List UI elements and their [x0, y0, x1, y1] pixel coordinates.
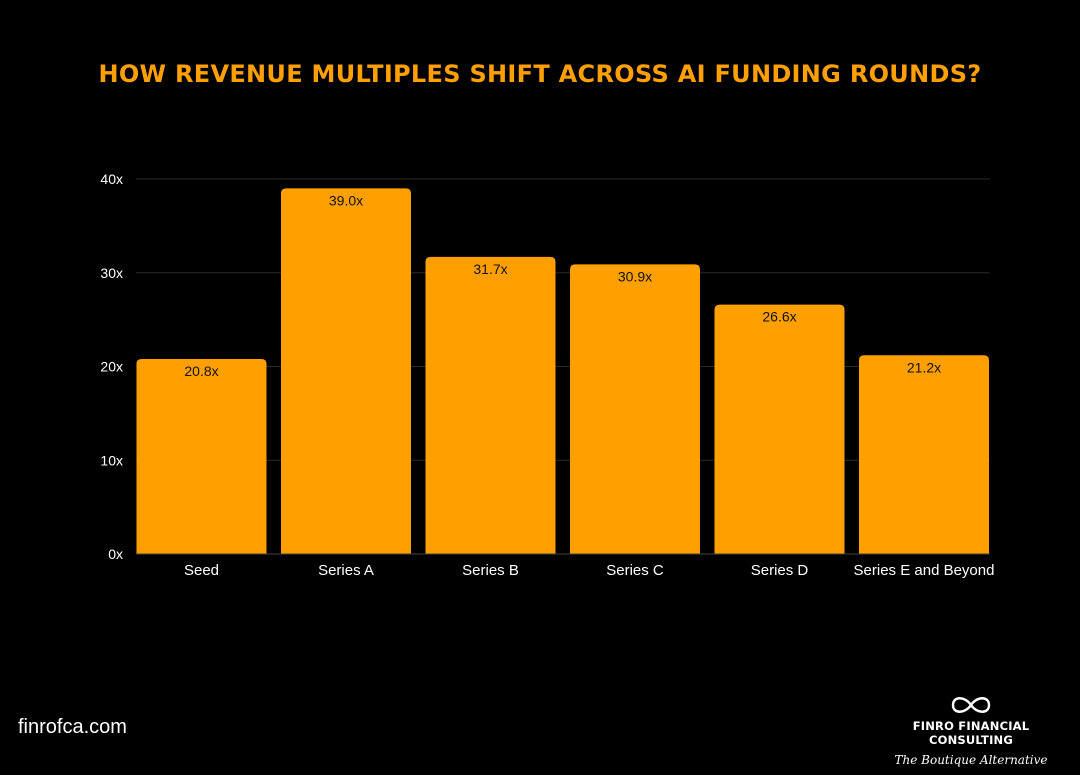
y-tick-label: 20x [100, 359, 123, 375]
bar [859, 355, 989, 554]
bar [714, 304, 845, 554]
y-tick-label: 30x [100, 265, 123, 281]
brand-name: FINRO FINANCIAL CONSULTING [912, 719, 1030, 747]
data-label: 20.8x [184, 363, 218, 379]
data-label: 39.0x [329, 192, 363, 208]
x-tick-label: Series D [751, 562, 809, 579]
bar-chart: 0x 10x 20x 30x 40x 20.8x Seed 39.0x Series A 31.7… [100, 171, 995, 579]
chart-title: HOW REVENUE MULTIPLES SHIFT ACROSS AI FU… [98, 60, 982, 88]
website-link[interactable]: finrofca.com [18, 716, 127, 738]
y-tick-label: 40x [100, 171, 123, 187]
bar [570, 264, 700, 554]
y-tick-label: 10x [100, 452, 123, 468]
x-tick-label: Series C [606, 562, 664, 579]
x-tick-label: Series E and Beyond [854, 562, 995, 579]
data-label: 21.2x [907, 359, 941, 375]
x-tick-label: Series B [462, 562, 519, 579]
brand-tagline: The Boutique Alternative [894, 753, 1048, 767]
x-tick-label: Seed [184, 562, 219, 579]
bar [136, 359, 267, 554]
bar [425, 256, 556, 554]
x-tick-label: Series A [318, 562, 374, 579]
bar [281, 188, 411, 554]
data-label: 26.6x [762, 309, 796, 325]
data-label: 30.9x [618, 268, 652, 284]
y-tick-label: 0x [108, 546, 123, 562]
infinity-icon [951, 697, 991, 713]
data-label: 31.7x [473, 261, 507, 277]
brand-block: FINRO FINANCIAL CONSULTING The Boutique … [880, 694, 1062, 767]
